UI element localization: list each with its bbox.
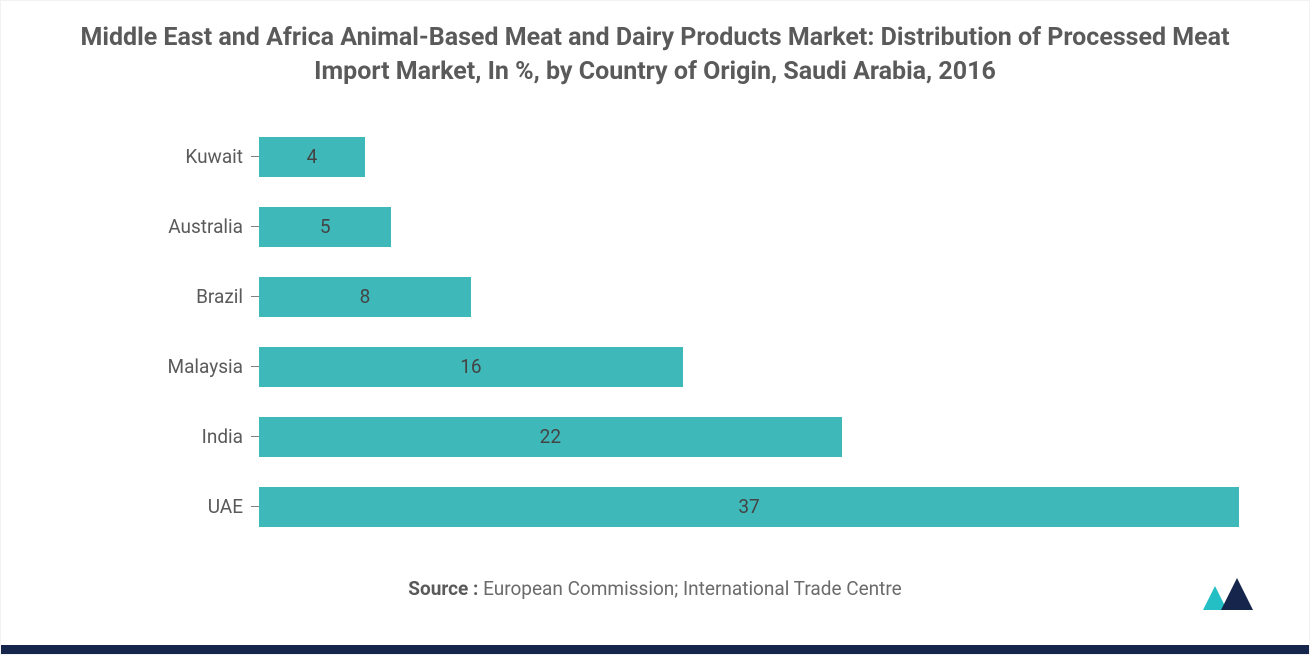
bar: 16 [259,347,683,387]
bar-row: UAE 37 [141,479,1239,535]
axis-tick [251,506,259,507]
bar-track: 37 [259,487,1239,527]
axis-tick [251,436,259,437]
category-label: Brazil [141,285,251,308]
bar-row: Malaysia 16 [141,339,1239,395]
bar-row: Brazil 8 [141,269,1239,325]
bar-value: 16 [460,355,481,378]
bar-track: 8 [259,277,1239,317]
bar-value: 37 [738,495,759,518]
bar-row: Australia 5 [141,199,1239,255]
axis-tick [251,156,259,157]
brand-logo-icon [1201,576,1261,612]
bar: 22 [259,417,842,457]
source-text: European Commission; International Trade… [483,577,902,600]
bar-row: India 22 [141,409,1239,465]
category-label: UAE [141,495,251,518]
bar-value: 22 [540,425,561,448]
bar-track: 16 [259,347,1239,387]
bar-row: Kuwait 4 [141,129,1239,185]
bar-value: 4 [307,145,318,168]
bar-value: 8 [360,285,371,308]
footer-bar [1,645,1309,654]
source-line: Source : European Commission; Internatio… [1,577,1309,600]
axis-tick [251,366,259,367]
chart-title: Middle East and Africa Animal-Based Meat… [55,21,1255,89]
category-label: Malaysia [141,355,251,378]
chart-area: Kuwait 4 Australia 5 Brazil 8 Malaysia 1… [41,129,1269,535]
bar: 37 [259,487,1239,527]
source-label: Source : [408,577,478,600]
bar: 8 [259,277,471,317]
bar-track: 4 [259,137,1239,177]
category-label: Kuwait [141,145,251,168]
bar-track: 5 [259,207,1239,247]
axis-tick [251,226,259,227]
bar: 5 [259,207,391,247]
bar-value: 5 [320,215,331,238]
bar: 4 [259,137,365,177]
category-label: India [141,425,251,448]
bar-track: 22 [259,417,1239,457]
axis-tick [251,296,259,297]
category-label: Australia [141,215,251,238]
